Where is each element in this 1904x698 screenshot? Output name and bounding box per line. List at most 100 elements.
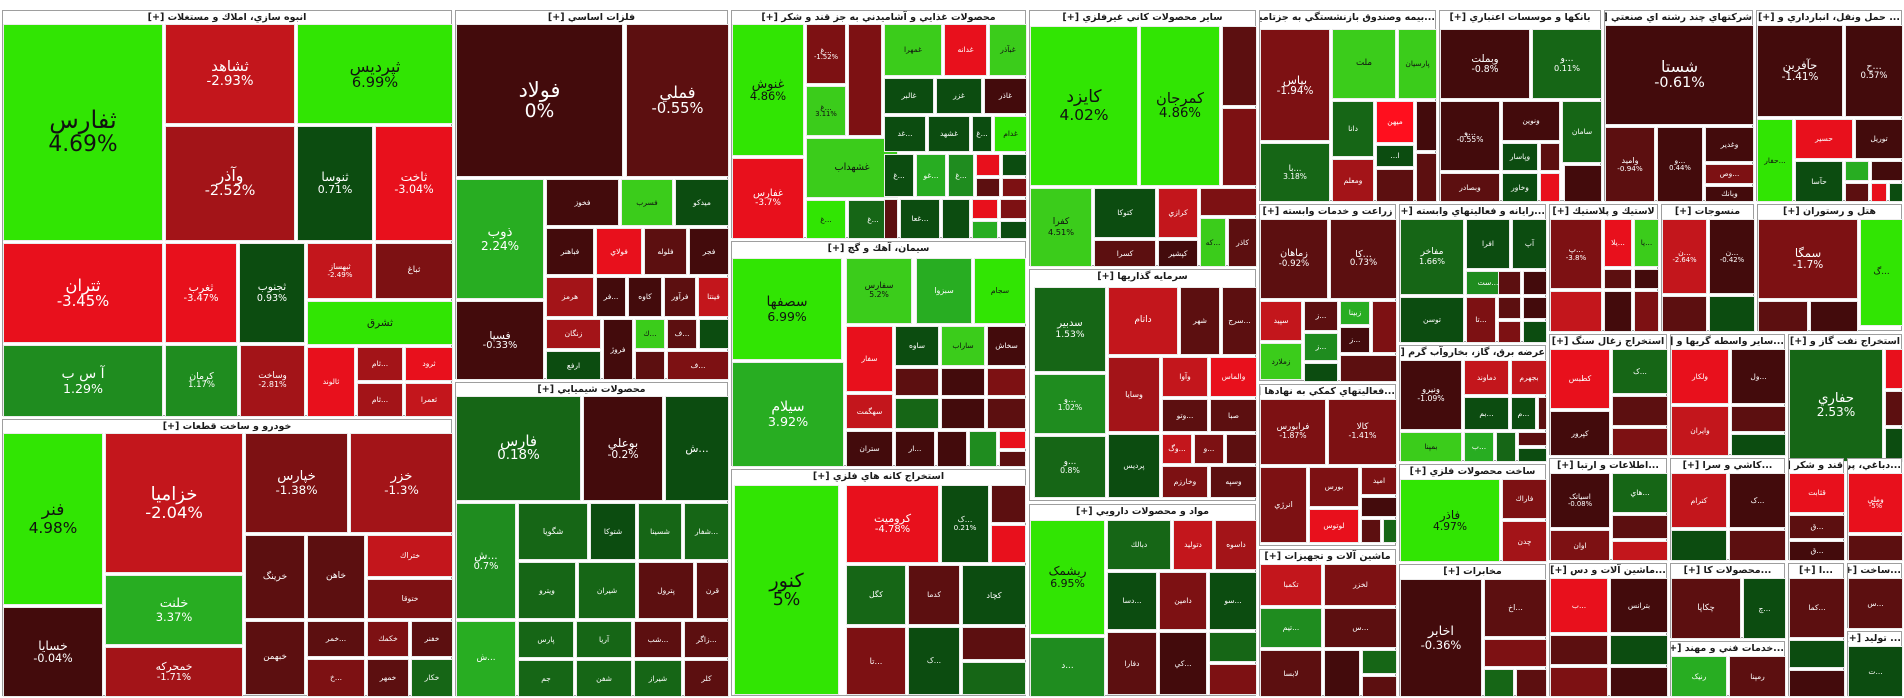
stock-tile[interactable]: ...ک [908,627,960,695]
stock-tile[interactable]: بترانس [1610,578,1668,633]
stock-tile[interactable] [1612,396,1668,426]
stock-tile[interactable]: مفاخر 1.66% [1400,219,1464,295]
stock-tile[interactable]: ...گ [1860,219,1903,326]
stock-tile[interactable] [895,368,939,396]
stock-tile[interactable]: ...ف [667,319,697,349]
stock-tile[interactable]: وپاسار [1502,143,1538,171]
stock-tile[interactable]: داتام [1108,287,1178,355]
stock-tile[interactable] [1209,632,1257,662]
stock-tile[interactable] [1484,639,1547,667]
stock-tile[interactable] [969,431,997,467]
stock-tile[interactable]: ...کي [1159,632,1207,695]
stock-tile[interactable]: غمهرا [884,24,942,76]
stock-tile[interactable]: حآفرین -1.41% [1757,25,1843,117]
sector-header[interactable]: هتل و رستوران [+] [1758,205,1901,218]
stock-tile[interactable]: خسایا -0.04% [3,607,103,697]
stock-tile[interactable] [999,451,1026,467]
stock-tile[interactable]: ...د [1030,637,1105,697]
stock-tile[interactable]: کلر [684,660,729,697]
sector-header[interactable]: استخراج کانه هاي فلزي [+] [732,470,1025,483]
stock-tile[interactable]: ثباغ [375,243,453,299]
stock-tile[interactable]: زبینا [1340,301,1370,325]
stock-tile[interactable]: لخزر [1324,564,1397,606]
stock-tile[interactable]: ...و -0.55% [1440,101,1500,171]
stock-tile[interactable]: ختوقا [367,579,453,619]
stock-tile[interactable]: ثشاهد -2.93% [165,24,295,124]
stock-tile[interactable]: خزر -1.3% [350,433,453,533]
stock-tile[interactable]: ...غ [972,116,992,152]
sector-header[interactable]: ...ماشین آلات و دس [+] [1550,564,1666,577]
stock-tile[interactable] [1604,291,1632,332]
stock-tile[interactable]: فارس 0.18% [456,396,581,501]
stock-tile[interactable]: دامین [1159,572,1207,630]
stock-tile[interactable]: قرن [696,562,729,619]
stock-tile[interactable]: کرازي [1158,188,1198,238]
stock-tile[interactable]: ...ب [1464,432,1494,462]
stock-tile[interactable]: دماوند [1464,360,1509,395]
stock-tile[interactable]: غبآذر [989,24,1027,76]
stock-tile[interactable] [1634,291,1659,332]
stock-tile[interactable]: وسپه [1210,466,1257,498]
stock-tile[interactable]: ...شفار [684,503,729,560]
stock-tile[interactable]: شفن [576,660,632,697]
stock-tile[interactable]: دبالك [1107,520,1171,570]
stock-tile[interactable] [1550,635,1608,665]
stock-tile[interactable]: آریا [576,621,632,658]
stock-tile[interactable]: ...ک [1612,349,1668,394]
stock-tile[interactable]: سامان [1562,101,1602,163]
stock-tile[interactable]: قثابت [1789,473,1845,513]
stock-tile[interactable]: ...ك [635,319,665,349]
stock-tile[interactable]: خپارس -1.38% [245,433,348,533]
stock-tile[interactable] [1885,391,1903,426]
stock-tile[interactable]: ...یا [1634,219,1659,267]
stock-tile[interactable] [1729,530,1786,561]
stock-tile[interactable] [962,627,1026,660]
sector-header[interactable]: ماشین آلات و تجهیزات [+] [1260,550,1395,563]
stock-tile[interactable] [976,178,1000,197]
stock-tile[interactable] [1372,301,1397,353]
stock-tile[interactable] [895,398,939,429]
stock-tile[interactable] [1484,669,1514,697]
stock-tile[interactable] [1340,355,1397,382]
stock-tile[interactable]: ونوین [1502,101,1560,141]
stock-tile[interactable]: ویترو [518,562,576,619]
stock-tile[interactable]: ...ش [456,621,516,697]
stock-tile[interactable]: ثاخت -3.04% [375,126,453,241]
stock-tile[interactable]: وملي -5% [1848,473,1903,533]
stock-tile[interactable]: خاهن [307,535,365,619]
stock-tile[interactable]: شیران [578,562,636,619]
stock-tile[interactable] [1416,153,1437,202]
sector-header[interactable]: لاستیك و پلاستیك [+] [1550,205,1657,218]
stock-tile[interactable]: شیراز [634,660,682,697]
stock-tile[interactable] [1362,676,1397,697]
stock-tile[interactable]: ملت [1332,29,1396,99]
stock-tile[interactable]: شگویا [518,503,588,560]
stock-tile[interactable]: ثبهساز -2.49% [307,243,373,299]
stock-tile[interactable]: غشهد [928,116,970,152]
stock-tile[interactable]: بوعلي -0.2% [583,396,663,501]
sector-header[interactable]: مخابرات [+] [1400,565,1545,578]
stock-tile[interactable]: فسرب [621,179,673,226]
sector-header[interactable]: مواد و محصولات دارویي [+] [1030,505,1255,518]
stock-tile[interactable]: والماس [1210,357,1257,397]
stock-tile[interactable] [1540,143,1560,171]
stock-tile[interactable]: بمپنا [1400,432,1462,462]
stock-tile[interactable] [1789,670,1845,697]
stock-tile[interactable]: کمرجان 4.86% [1140,26,1220,186]
stock-tile[interactable] [1383,519,1397,543]
stock-tile[interactable]: ...تیم [1260,608,1322,648]
stock-tile[interactable]: سپید [1260,301,1302,341]
stock-tile[interactable] [1222,108,1257,186]
stock-tile[interactable]: فروژ [603,319,633,380]
stock-tile[interactable]: ...ش [665,396,729,501]
stock-tile[interactable] [1518,448,1547,462]
stock-tile[interactable]: بپاس -1.94% [1260,29,1330,141]
stock-tile[interactable]: وسایا [1108,357,1160,432]
stock-tile[interactable]: ...اخ [1484,579,1547,637]
stock-tile[interactable] [1845,183,1869,202]
stock-tile[interactable] [1610,635,1668,665]
stock-tile[interactable]: ثجنوب 0.93% [239,243,305,343]
sector-header[interactable]: ... تولید [+] [1848,632,1901,645]
stock-tile[interactable]: ...چ [1743,578,1786,639]
stock-tile[interactable]: ...ح 0.57% [1845,25,1903,117]
